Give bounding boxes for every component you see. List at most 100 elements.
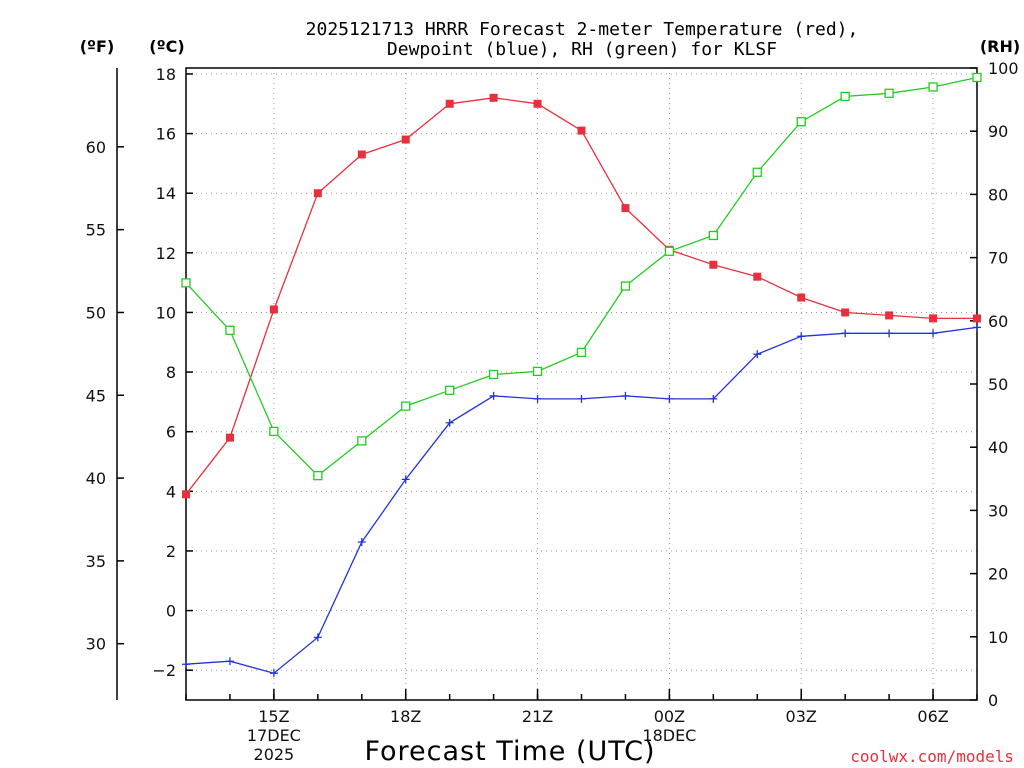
rh-point xyxy=(445,385,455,395)
rh-point xyxy=(313,470,323,481)
grid-lines xyxy=(186,68,977,700)
rh-tick-label: 70 xyxy=(988,249,1008,268)
dewpoint-point xyxy=(797,332,806,341)
rh-line xyxy=(185,76,978,477)
temperature-point xyxy=(709,260,718,269)
fahrenheit-tick-label: 55 xyxy=(86,221,106,240)
fahrenheit-tick-label: 60 xyxy=(86,138,106,157)
celsius-axis: −2 0 2 4 6 8 10 12 14 16 18 xyxy=(152,65,193,680)
dewpoint-point xyxy=(577,394,586,403)
celsius-tick-label: 2 xyxy=(166,542,176,561)
fahrenheit-tick-label: 40 xyxy=(86,469,106,488)
celsius-tick-label: 10 xyxy=(156,303,176,322)
temperature-point xyxy=(401,135,410,144)
rh-tick-label: 60 xyxy=(988,312,1008,331)
dewpoint-line xyxy=(185,326,978,674)
dewpoint-point xyxy=(489,391,498,400)
credit-label: coolwx.com/models xyxy=(850,747,1014,766)
temperature-point xyxy=(753,272,762,281)
rh-unit-label: (RH) xyxy=(980,37,1020,56)
celsius-tick-label: −2 xyxy=(152,661,176,680)
dewpoint-point xyxy=(753,350,762,359)
time-tick-label: 18Z xyxy=(390,707,421,726)
dewpoint-point xyxy=(225,657,234,666)
series-layer xyxy=(181,72,982,678)
celsius-tick-label: 16 xyxy=(156,125,176,144)
dewpoint-point xyxy=(973,323,981,332)
rh-point xyxy=(796,117,806,127)
time-tick-label: 03Z xyxy=(786,707,817,726)
rh-axis: 0 10 20 30 40 50 60 70 80 90 100 xyxy=(970,59,1019,710)
temperature-point xyxy=(225,433,234,442)
fahrenheit-unit-label: (ºF) xyxy=(80,37,115,56)
time-tick-label: 00Z xyxy=(654,707,685,726)
temperature-point xyxy=(269,305,278,314)
temperature-point xyxy=(577,126,586,135)
fahrenheit-tick-label: 35 xyxy=(86,552,106,571)
celsius-tick-label: 18 xyxy=(156,65,176,84)
temperature-point xyxy=(313,189,322,198)
x-axis-title: Forecast Time (UTC) xyxy=(364,736,655,767)
rh-point xyxy=(840,91,850,102)
time-tick-label: 18DEC xyxy=(642,726,696,745)
dewpoint-point xyxy=(841,329,850,338)
dewpoint-point xyxy=(182,660,190,669)
dewpoint-point xyxy=(621,391,630,400)
temperature-point xyxy=(533,99,542,108)
rh-point xyxy=(708,230,718,241)
temperature-line xyxy=(185,97,977,495)
dewpoint-point xyxy=(533,394,542,403)
dewpoint-point xyxy=(313,633,322,642)
temperature-point xyxy=(797,293,806,302)
rh-tick-label: 90 xyxy=(988,122,1008,141)
rh-point xyxy=(269,426,279,437)
rh-tick-label: 0 xyxy=(988,691,998,710)
time-tick-label: 17DEC xyxy=(247,726,301,745)
rh-tick-label: 20 xyxy=(988,565,1008,584)
rh-point xyxy=(620,281,631,291)
dewpoint-point xyxy=(885,329,894,338)
rh-tick-label: 30 xyxy=(988,501,1008,520)
rh-tick-label: 80 xyxy=(988,185,1008,204)
rh-tick-label: 50 xyxy=(988,375,1008,394)
temperature-point xyxy=(445,99,454,108)
temperature-point xyxy=(182,490,190,499)
temperature-point xyxy=(621,204,630,213)
dewpoint-point xyxy=(269,669,278,678)
celsius-unit-label: (ºC) xyxy=(149,37,184,56)
celsius-tick-label: 14 xyxy=(156,184,176,203)
rh-point xyxy=(181,278,191,288)
fahrenheit-tick-label: 50 xyxy=(86,303,106,322)
temperature-point xyxy=(357,150,366,159)
celsius-tick-label: 12 xyxy=(156,244,176,263)
time-tick-label: 06Z xyxy=(917,707,948,726)
time-tick-label: 2025 xyxy=(254,745,295,764)
fahrenheit-tick-label: 30 xyxy=(86,635,106,654)
dewpoint-point xyxy=(445,418,454,427)
rh-point xyxy=(576,347,587,358)
rh-point xyxy=(225,325,235,335)
rh-tick-label: 100 xyxy=(988,59,1019,78)
celsius-tick-label: 6 xyxy=(166,423,176,442)
temperature-point xyxy=(973,314,981,323)
rh-point xyxy=(664,246,675,256)
dewpoint-point xyxy=(929,329,938,338)
rh-tick-label: 40 xyxy=(988,438,1008,457)
celsius-tick-label: 4 xyxy=(166,482,176,501)
time-tick-label: 21Z xyxy=(522,707,553,726)
rh-point xyxy=(928,82,938,92)
dewpoint-point xyxy=(401,475,410,484)
rh-point xyxy=(972,72,982,83)
temperature-point xyxy=(929,314,938,323)
dewpoint-point xyxy=(709,394,718,403)
chart-title: 2025121713 HRRR Forecast 2-meter Tempera… xyxy=(306,19,859,40)
plot-frame xyxy=(185,67,978,701)
rh-point xyxy=(752,167,762,177)
dewpoint-point xyxy=(665,394,674,403)
celsius-tick-label: 0 xyxy=(166,602,176,621)
rh-point xyxy=(488,369,499,380)
dewpoint-point xyxy=(357,538,366,546)
fahrenheit-axis: 30 35 40 45 50 55 60 xyxy=(86,138,124,654)
